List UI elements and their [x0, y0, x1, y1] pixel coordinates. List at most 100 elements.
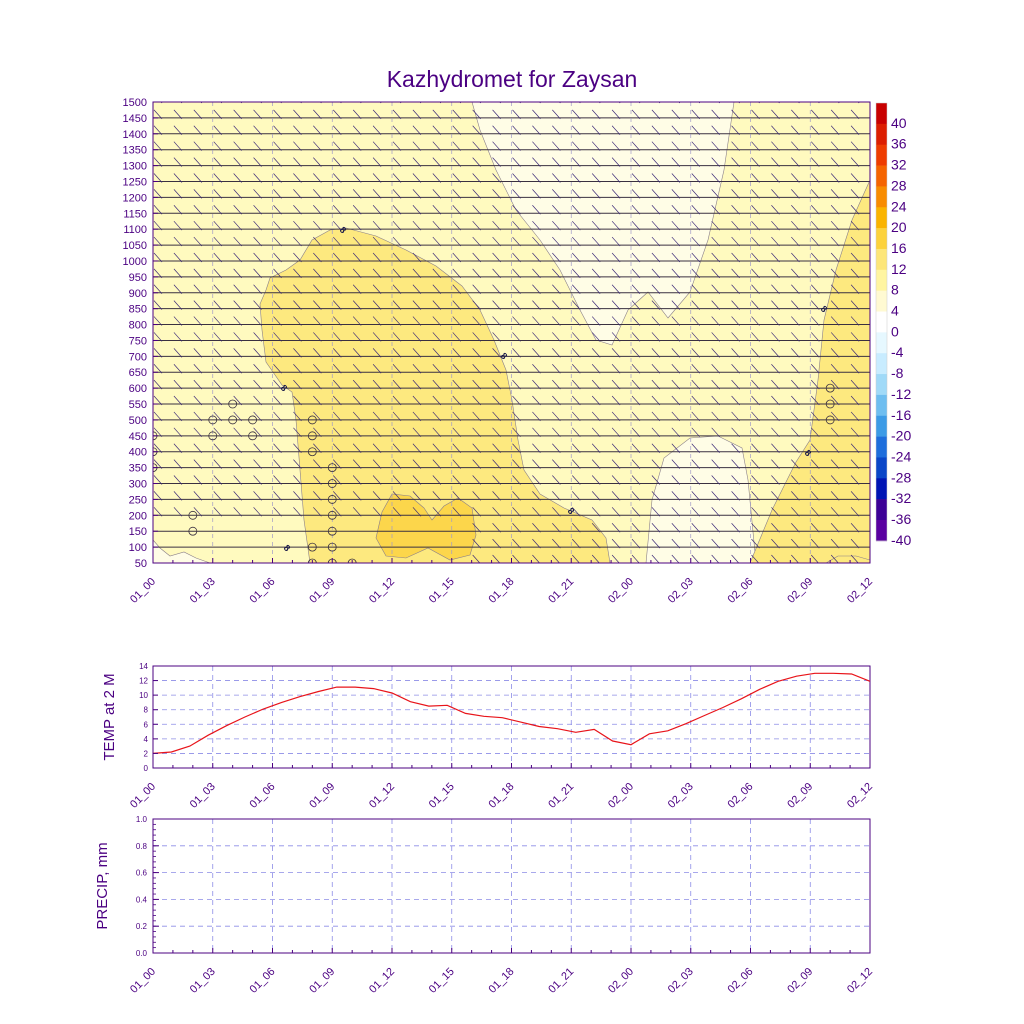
wind-barb	[691, 268, 701, 279]
wind-barb	[153, 284, 163, 294]
wind-barb	[751, 332, 760, 342]
wind-barb	[293, 395, 302, 406]
wind-barb	[392, 205, 402, 215]
y-tick-label: 100	[129, 542, 147, 554]
wind-barb	[571, 284, 581, 294]
wind-barb	[671, 364, 681, 374]
wind-barb	[472, 332, 481, 342]
wind-barb	[552, 157, 561, 167]
wind-barb	[552, 125, 561, 136]
wind-barb	[412, 173, 422, 183]
wind-barb	[631, 459, 641, 469]
wind-barb	[233, 379, 242, 390]
wind-barb	[492, 189, 501, 199]
wind-barb	[472, 507, 481, 517]
wind-barb	[352, 364, 362, 374]
wind-barb	[810, 395, 820, 406]
wind-barb	[253, 491, 262, 501]
y-tick-label: 4	[144, 735, 149, 744]
wind-barb	[711, 491, 720, 501]
wind-barb	[352, 316, 362, 326]
wind-barb	[771, 427, 780, 438]
wind-barb	[552, 427, 561, 438]
wind-barb	[392, 475, 402, 485]
y-tick-label: 12	[139, 677, 148, 686]
wind-barb	[352, 348, 362, 358]
y-tick-label: 1200	[123, 192, 147, 204]
temperature-series-line	[152, 672, 871, 754]
wind-barb	[332, 173, 342, 183]
wind-barb	[213, 316, 223, 326]
wind-barb	[532, 109, 541, 120]
wind-barb	[432, 316, 442, 326]
wind-barb	[293, 252, 302, 263]
wind-barb	[512, 141, 521, 151]
wind-barb	[771, 189, 780, 199]
wind-barb	[591, 491, 601, 501]
wind-barb	[532, 125, 541, 136]
wind-barb	[372, 507, 382, 517]
wind-barb	[492, 220, 501, 231]
wind-barb	[472, 395, 481, 406]
wind-barb	[193, 157, 203, 167]
wind-barb	[691, 379, 701, 390]
y-tick-label: 1500	[123, 97, 147, 109]
wind-barb	[532, 220, 541, 231]
x-tick-label: 02_09	[785, 966, 815, 996]
wind-barb	[532, 141, 541, 151]
wind-barb	[591, 157, 601, 167]
wind-barb	[193, 125, 203, 136]
calm-wind-marker	[248, 431, 257, 441]
wind-barb	[532, 411, 541, 422]
wind-barb	[392, 109, 402, 120]
wind-barb	[651, 189, 661, 199]
x-tick-label: 01_03	[188, 781, 218, 811]
wind-barb	[671, 348, 681, 358]
wind-barb	[830, 395, 840, 406]
wind-barb	[671, 316, 681, 326]
wind-barb	[432, 379, 442, 390]
wind-barb	[173, 205, 183, 215]
wind-barb	[332, 109, 342, 120]
wind-barb	[452, 220, 462, 231]
wind-barb	[830, 507, 840, 517]
wind-barb	[691, 522, 701, 533]
wind-barb	[552, 268, 561, 279]
wind-barb	[651, 491, 661, 501]
wind-barb	[850, 379, 860, 390]
wind-barb	[571, 205, 581, 215]
wind-barb	[492, 348, 501, 358]
wind-barb	[751, 364, 760, 374]
wind-barb	[671, 491, 681, 501]
wind-barb	[293, 268, 302, 279]
calm-wind-marker	[327, 526, 337, 536]
wind-barb	[332, 411, 342, 422]
wind-barb	[392, 507, 402, 517]
wind-barb	[293, 491, 302, 501]
wind-barb	[313, 141, 322, 151]
wind-barb	[492, 205, 501, 215]
wind-barb	[751, 284, 760, 294]
x-tick-label: 01_03	[188, 576, 218, 606]
wind-barb	[432, 236, 442, 247]
wind-barb	[731, 522, 740, 533]
y-tick-label: 1450	[123, 113, 147, 125]
wind-barb	[751, 538, 760, 549]
contour-label: 8	[338, 225, 349, 236]
wind-barb	[751, 141, 760, 151]
wind-barb	[293, 427, 302, 438]
wind-barb	[233, 364, 242, 374]
wind-barb	[571, 538, 581, 549]
wind-barb	[392, 220, 402, 231]
cold-region-contour	[471, 102, 735, 346]
wind-barb	[791, 427, 800, 438]
wind-barb	[810, 427, 820, 438]
wind-barb	[810, 459, 820, 469]
wind-barb	[591, 220, 601, 231]
x-tick-label: 01_21	[546, 781, 576, 811]
wind-barb	[552, 284, 561, 294]
x-tick-label: 01_06	[248, 781, 278, 811]
wind-barb	[412, 252, 422, 263]
wind-barb	[731, 332, 740, 342]
wind-barb	[193, 379, 203, 390]
